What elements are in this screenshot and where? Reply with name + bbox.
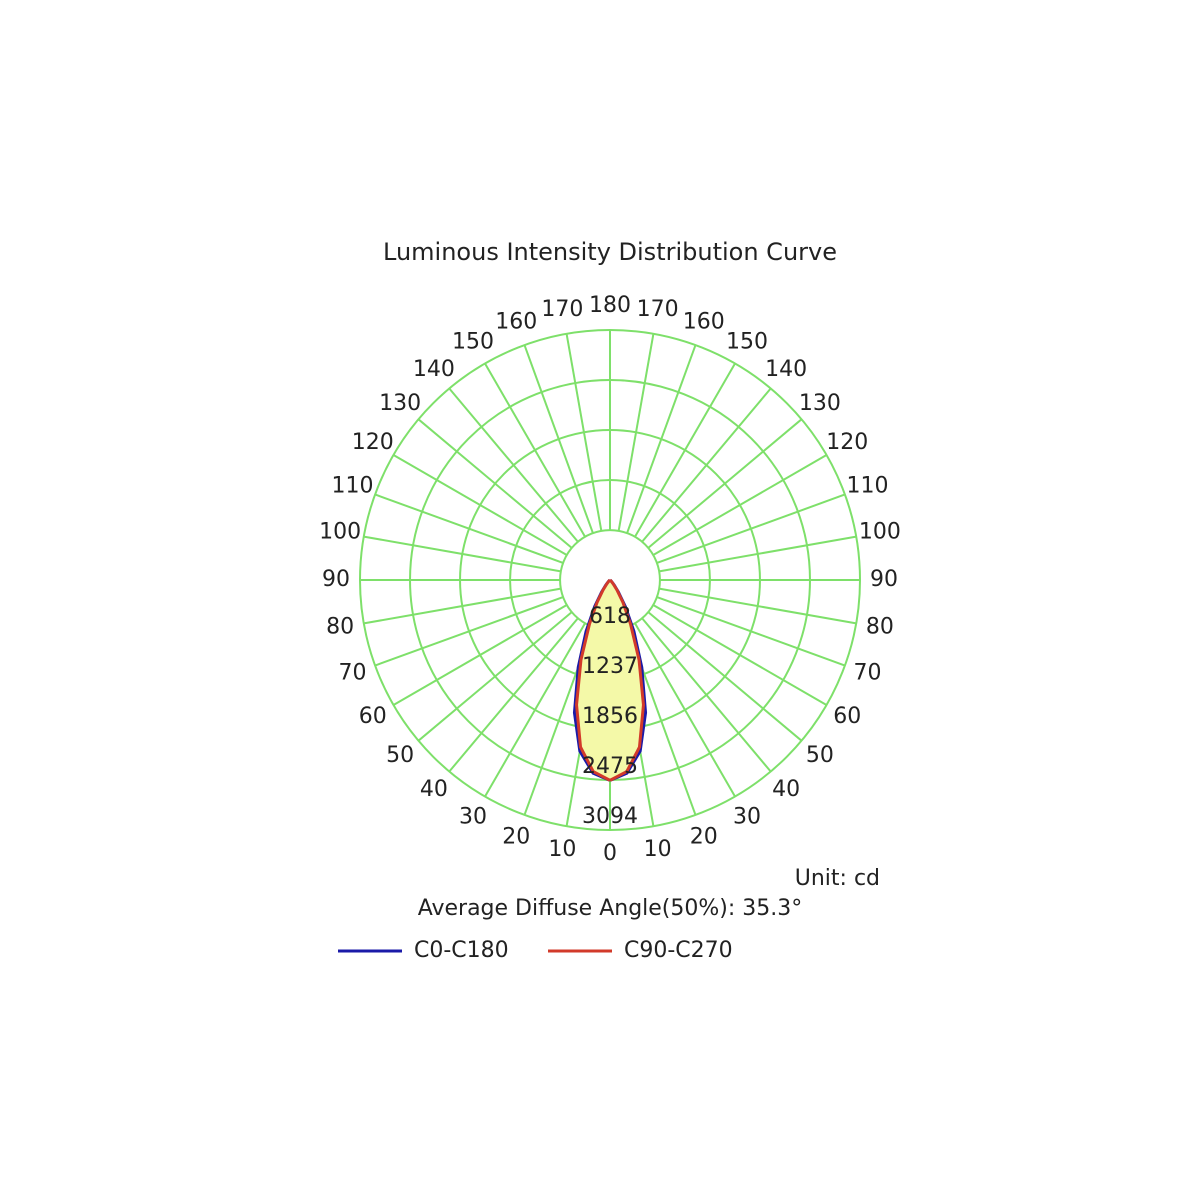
angle-label: 40 xyxy=(772,777,800,802)
angle-label: 70 xyxy=(339,661,367,686)
intensity-area xyxy=(610,580,646,781)
angle-label: 80 xyxy=(326,615,354,640)
legend-label: C0-C180 xyxy=(414,938,509,963)
angle-label: 120 xyxy=(826,430,868,455)
grid-spoke xyxy=(523,344,594,534)
legend-label: C90-C270 xyxy=(624,938,733,963)
angle-label: 130 xyxy=(799,391,841,416)
grid-spoke xyxy=(641,387,772,543)
grid-spoke xyxy=(374,596,564,667)
angle-label: 150 xyxy=(452,330,494,355)
angle-label: 90 xyxy=(870,567,898,592)
grid-spoke xyxy=(617,333,655,531)
r-tick-label: 618 xyxy=(589,604,631,629)
grid-spoke xyxy=(417,418,573,549)
grid-spoke xyxy=(448,617,579,773)
angle-label: 30 xyxy=(459,804,487,829)
angle-label: 170 xyxy=(637,297,679,322)
grid-spoke xyxy=(448,387,579,543)
grid-spoke xyxy=(656,493,846,564)
grid-spoke xyxy=(659,535,857,573)
angle-label: 70 xyxy=(853,661,881,686)
intensity-curve xyxy=(575,578,611,782)
angle-label: 0 xyxy=(603,841,617,866)
angle-label: 60 xyxy=(833,704,861,729)
angle-label: 130 xyxy=(379,391,421,416)
angle-label: 150 xyxy=(726,330,768,355)
angle-label: 100 xyxy=(859,519,901,544)
intensity-area xyxy=(574,580,610,781)
angle-label: 140 xyxy=(765,357,807,382)
note: Average Diffuse Angle(50%): 35.3° xyxy=(418,896,803,921)
angle-label: 170 xyxy=(541,297,583,322)
r-tick-label: 1237 xyxy=(582,654,638,679)
angle-label: 180 xyxy=(589,293,631,318)
grid-spoke xyxy=(484,622,586,798)
angle-label: 50 xyxy=(806,743,834,768)
angle-label: 10 xyxy=(548,837,576,862)
grid-spoke xyxy=(647,611,803,742)
grid-spoke xyxy=(392,454,568,556)
angle-label: 30 xyxy=(733,804,761,829)
chart-title: Luminous Intensity Distribution Curve xyxy=(383,238,837,266)
angle-label: 60 xyxy=(359,704,387,729)
grid-spoke xyxy=(363,587,561,625)
angle-label: 120 xyxy=(352,430,394,455)
angle-label: 20 xyxy=(690,824,718,849)
angle-label: 110 xyxy=(332,473,374,498)
unit-label: Unit: cd xyxy=(795,866,880,891)
angle-label: 90 xyxy=(322,567,350,592)
angle-label: 40 xyxy=(420,777,448,802)
grid-spoke xyxy=(626,344,697,534)
angle-label: 140 xyxy=(413,357,455,382)
grid-spoke xyxy=(641,617,772,773)
angle-label: 160 xyxy=(495,310,537,335)
angle-label: 100 xyxy=(319,519,361,544)
angle-label: 50 xyxy=(386,743,414,768)
r-tick-label: 3094 xyxy=(582,804,638,829)
angle-label: 80 xyxy=(866,615,894,640)
grid-spoke xyxy=(634,622,736,798)
grid-spoke xyxy=(374,493,564,564)
grid-spoke xyxy=(634,362,736,538)
grid-spoke xyxy=(656,596,846,667)
angle-label: 160 xyxy=(683,310,725,335)
grid-spoke xyxy=(484,362,586,538)
grid-spoke xyxy=(652,454,828,556)
grid-spoke xyxy=(392,604,568,706)
grid-spoke xyxy=(652,604,828,706)
grid-spoke xyxy=(363,535,561,573)
intensity-curve xyxy=(609,578,645,782)
grid-spoke xyxy=(565,333,603,531)
grid-spoke xyxy=(417,611,573,742)
grid-spoke xyxy=(659,587,857,625)
r-tick-label: 1856 xyxy=(582,704,638,729)
grid-spoke xyxy=(647,418,803,549)
angle-label: 110 xyxy=(846,473,888,498)
angle-label: 20 xyxy=(502,824,530,849)
angle-label: 10 xyxy=(644,837,672,862)
r-tick-label: 2475 xyxy=(582,754,638,779)
